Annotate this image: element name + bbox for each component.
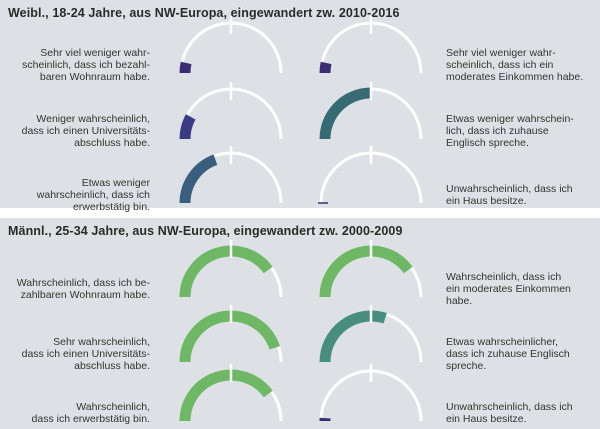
gauge-value-arc-1-4 [179,369,273,422]
gauge-label: Unwahrscheinlich, dass ich ein Haus besit… [446,183,573,207]
gauge-value-arc-0-1 [319,61,332,74]
gauge-label: Wahrscheinlich, dass ich ein moderates Ei… [446,271,571,307]
gauge-value-arc-1-0 [179,245,273,298]
gauge-value-arc-0-2 [179,114,196,140]
panel-title: Männl., 25-34 Jahre, aus NW-Europa, eing… [8,224,403,238]
gauge-value-arc-1-1 [319,245,413,298]
gauge-value-arc-1-3 [319,310,387,363]
panel-female-2010-2016: Weibl., 18-24 Jahre, aus NW-Europa, eing… [0,0,600,208]
gauge-value-arc-0-3 [319,87,372,140]
gauge-label: Wahrscheinlich, dass ich be-zahlbaren Wo… [16,277,150,301]
gauge-label: Wahrscheinlich, dass ich erwerbstätig bin… [31,401,150,425]
panel-male-2000-2009: Männl., 25-34 Jahre, aus NW-Europa, eing… [0,218,600,429]
gauge-value-arc-1-2 [179,310,280,363]
gauge-label: Etwas weniger wahrscheinlich, dass ich erw… [36,177,150,213]
gauge-label: Unwahrscheinlich, dass ich ein Haus besit… [446,401,573,425]
gauge-label: Sehr viel weniger wahr-scheinlich, dass … [446,47,584,83]
gauge-label: Weniger wahrscheinlich, dass ich einen Un… [21,113,150,149]
gauge-label: Etwas wahrscheinlicher, dass ich zuhause … [446,336,570,372]
gauge-value-arc-0-4 [179,154,218,204]
panel-title: Weibl., 18-24 Jahre, aus NW-Europa, eing… [8,6,400,20]
gauge-label: Etwas weniger wahrschein-lich, dass ich … [446,113,574,149]
gauge-label: Sehr viel weniger wahr-scheinlich, dass … [22,47,150,83]
gauge-label: Sehr wahrscheinlich, dass ich einen Unive… [21,336,150,372]
gauge-value-arc-0-0 [179,61,192,74]
